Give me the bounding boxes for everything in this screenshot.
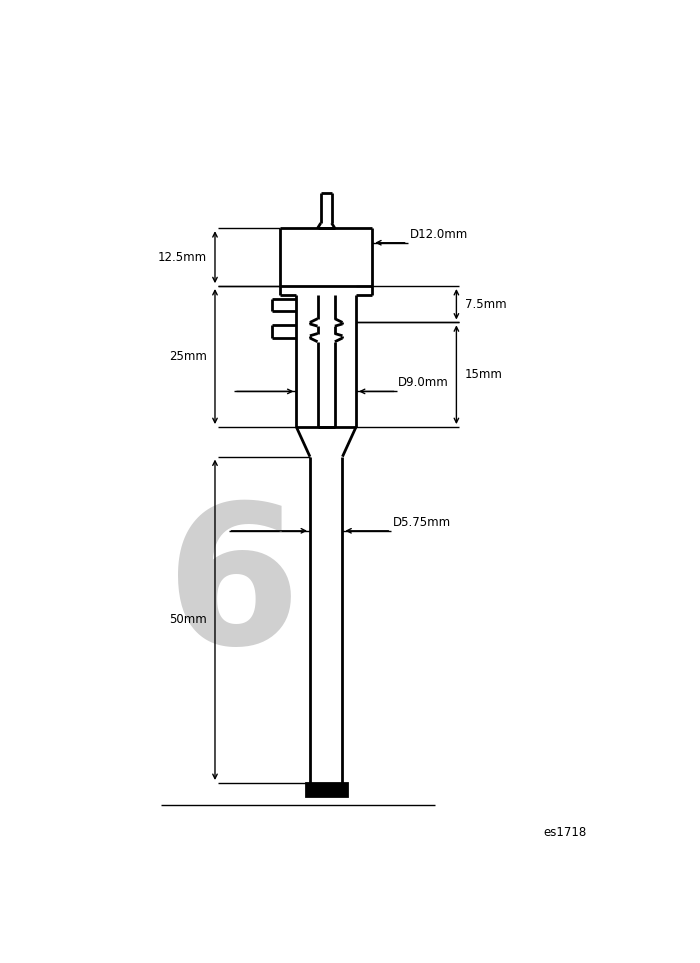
Text: es1718: es1718 bbox=[543, 825, 587, 839]
Text: D5.75mm: D5.75mm bbox=[393, 515, 451, 529]
Text: 25mm: 25mm bbox=[169, 351, 206, 363]
Text: D12.0mm: D12.0mm bbox=[410, 227, 468, 241]
Text: 7.5mm: 7.5mm bbox=[465, 298, 506, 311]
Text: 12.5mm: 12.5mm bbox=[158, 250, 206, 264]
Text: D9.0mm: D9.0mm bbox=[398, 377, 449, 389]
Text: 15mm: 15mm bbox=[465, 368, 503, 381]
Text: 6: 6 bbox=[167, 496, 302, 684]
Text: 50mm: 50mm bbox=[169, 613, 206, 626]
Bar bbox=[306, 783, 346, 796]
